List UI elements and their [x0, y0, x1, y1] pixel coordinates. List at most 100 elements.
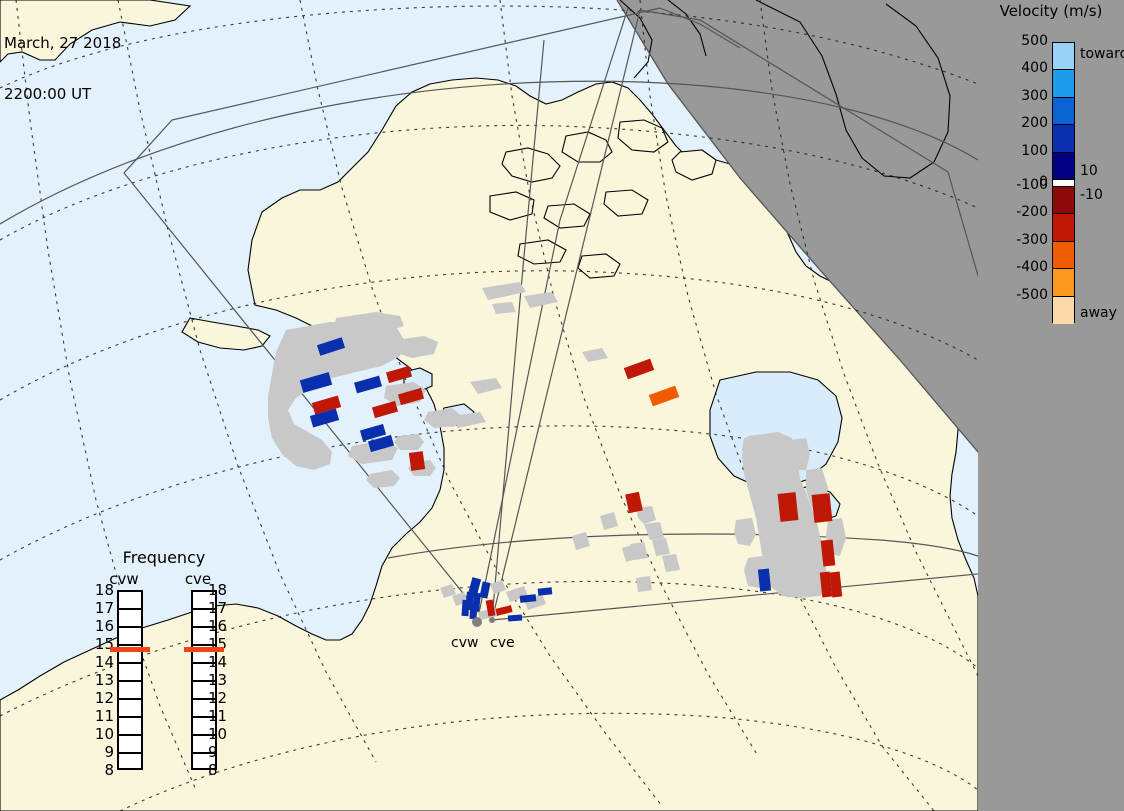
velocity-cell	[353, 375, 383, 394]
frequency-label-cve-16: 16	[208, 617, 228, 635]
frequency-segment-cvw-4	[119, 664, 141, 682]
graticule-group	[0, 0, 978, 811]
ground-scatter-arctic-4	[524, 292, 558, 308]
velocity-cell	[299, 372, 333, 393]
parallel-1	[0, 5, 978, 89]
timestamp-date: March, 27 2018	[4, 34, 122, 52]
arctic-island-2	[561, 131, 613, 163]
parallel-6	[119, 712, 978, 811]
fov-cvw-inner-edge	[478, 7, 629, 614]
velocity-cell	[623, 358, 655, 380]
velocity-band-7	[1053, 214, 1074, 242]
arctic-island-4	[671, 149, 717, 181]
frequency-segment-cvw-0	[119, 592, 141, 610]
frequency-marker-cvw	[110, 647, 150, 653]
velocity-tick--500: -500	[1016, 286, 1048, 303]
ground-scatter-station-3	[524, 594, 546, 610]
velocity-cell	[359, 423, 387, 442]
velocity-cell	[537, 587, 553, 596]
velocity-toward-label: toward	[1080, 46, 1124, 62]
frequency-label-cvw-16: 16	[94, 617, 114, 635]
ground-scatter-nw-3	[394, 336, 438, 358]
frequency-label-cve-8: 8	[208, 761, 218, 779]
velocity-band-4	[1053, 152, 1074, 180]
velocity-band-3	[1053, 125, 1074, 153]
velocity-cell	[367, 434, 395, 453]
station-label-cve: cve	[490, 635, 515, 651]
arctic-island-6	[543, 203, 591, 229]
velocity-cell	[469, 602, 478, 620]
frequency-label-cvw-17: 17	[94, 599, 114, 617]
ground-scatter-central-4	[662, 554, 680, 572]
frequency-segment-cvw-8	[119, 736, 141, 754]
frequency-legend-title: Frequency	[122, 548, 206, 567]
frequency-bar-cvw	[117, 590, 143, 770]
velocity-tick-400: 400	[1021, 60, 1048, 77]
parallel-5	[0, 580, 978, 717]
frequency-segment-cvw-6	[119, 700, 141, 718]
arctic-island-5	[489, 191, 535, 221]
frequency-segment-cvw-3	[119, 646, 141, 664]
frequency-segment-cvw-1	[119, 610, 141, 628]
ground-scatter-diag-2	[622, 544, 640, 562]
velocity-cell	[467, 577, 482, 597]
velocity-cell	[777, 492, 799, 522]
velocity-band-9	[1053, 269, 1074, 297]
fov-cve-boundary	[491, 9, 978, 621]
meridian-4	[499, 0, 759, 757]
frequency-column-label-cvw: cvw	[109, 570, 139, 588]
velocity-band-5	[1053, 179, 1074, 187]
velocity-tick-0: 0	[1039, 173, 1048, 190]
frequency-label-cve-13: 13	[208, 671, 228, 689]
velocity-cell	[820, 539, 836, 567]
ground-scatter-diag-3	[572, 532, 590, 550]
frequency-segment-cvw-5	[119, 682, 141, 700]
ground-scatter-diag-1	[600, 512, 618, 530]
frequency-label-cvw-9: 9	[104, 743, 114, 761]
frequency-marker-cve	[184, 647, 224, 653]
ground-scatter-arctic-2	[452, 412, 486, 428]
velocity-cell	[397, 387, 425, 406]
velocity-band-1	[1053, 70, 1074, 98]
velocity-cell	[461, 599, 470, 617]
frequency-legend: Frequency cvw cve 18 18 17 17 16 16 15 15 14 14 13…	[88, 548, 240, 783]
frequency-label-cvw-11: 11	[94, 707, 114, 725]
velocity-cell	[819, 571, 833, 598]
velocity-cell	[507, 614, 523, 622]
velocity-tick-100: 100	[1021, 142, 1048, 159]
ground-scatter-central-3	[652, 538, 670, 556]
velocity-tick-200: 200	[1021, 115, 1048, 132]
frequency-label-cve-9: 9	[208, 743, 218, 761]
velocity-legend-panel: Velocity (m/s)	[978, 0, 1124, 811]
frequency-label-cve-10: 10	[208, 725, 228, 743]
velocity-tick--100: -100	[1016, 177, 1048, 193]
fov-cvw-far-edge	[659, 7, 741, 49]
frequency-label-cve-12: 12	[208, 689, 228, 707]
frequency-label-cvw-13: 13	[94, 671, 114, 689]
station-label-cvw: cvw	[451, 635, 479, 651]
parallel-4	[0, 425, 978, 561]
arctic-island-7	[603, 189, 649, 217]
velocity-cell	[311, 395, 342, 415]
frequency-segment-cvw-9	[119, 754, 141, 772]
station-marker-cve	[489, 617, 495, 623]
frequency-label-cvw-10: 10	[94, 725, 114, 743]
velocity-cell	[479, 581, 491, 599]
mlat-arc-upper	[0, 80, 978, 225]
frequency-bar-cve	[191, 590, 217, 770]
velocity-band-10	[1053, 296, 1074, 324]
fov-cve-inner-edge	[491, 39, 545, 621]
velocity-tick--300: -300	[1016, 231, 1048, 248]
ground-scatter-nw-8	[394, 434, 424, 450]
velocity-cell	[625, 491, 643, 514]
ground-scatter-nw-5	[424, 408, 462, 428]
ground-scatter-east-6	[734, 518, 756, 546]
arctic-island-1	[501, 147, 561, 183]
velocity-cell	[385, 365, 413, 384]
frequency-segment-cvw-2	[119, 628, 141, 646]
ground-scatter-nw-7	[366, 470, 400, 488]
velocity-cell	[829, 571, 843, 598]
ground-scatter-east-2	[742, 434, 772, 470]
ground-scatter-station-6	[440, 584, 456, 598]
velocity-cell	[495, 605, 513, 616]
